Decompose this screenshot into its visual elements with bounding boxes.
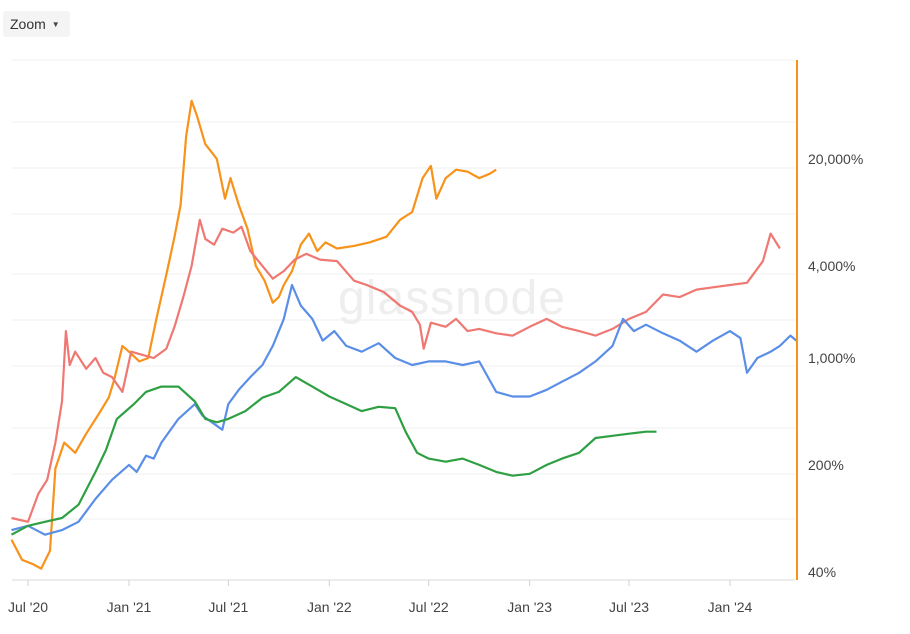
y-tick-label: 4,000% [808,258,855,274]
y-axis: 40% 200% 1,000% 4,000% 20,000% [796,60,863,580]
y-tick-label: 200% [808,457,844,473]
x-tick-label: Jan '22 [307,599,352,615]
y-tick-label: 20,000% [808,151,863,167]
zoom-button[interactable]: Zoom ▼ [3,11,70,37]
x-tick-label: Jul '21 [208,599,248,615]
series-line-2 [11,218,781,523]
series-group [10,99,798,570]
x-tick-label: Jan '21 [107,599,152,615]
x-tick-label: Jul '20 [8,599,48,615]
y-tick-label: 40% [808,564,836,580]
watermark: glassnode [338,272,566,325]
x-axis: Jul '20 Jan '21 Jul '21 Jan '22 Jul '22 Jan '… [8,580,753,615]
x-tick-label: Jan '24 [708,599,753,615]
y-tick-label: 1,000% [808,350,855,366]
series-line-1 [10,99,497,570]
caret-down-icon: ▼ [51,19,60,29]
x-tick-label: Jul '23 [609,599,649,615]
series-line-3 [11,283,798,536]
x-tick-label: Jul '22 [409,599,449,615]
zoom-label: Zoom [10,16,46,32]
x-tick-label: Jan '23 [507,599,552,615]
series-line-4 [10,376,657,536]
